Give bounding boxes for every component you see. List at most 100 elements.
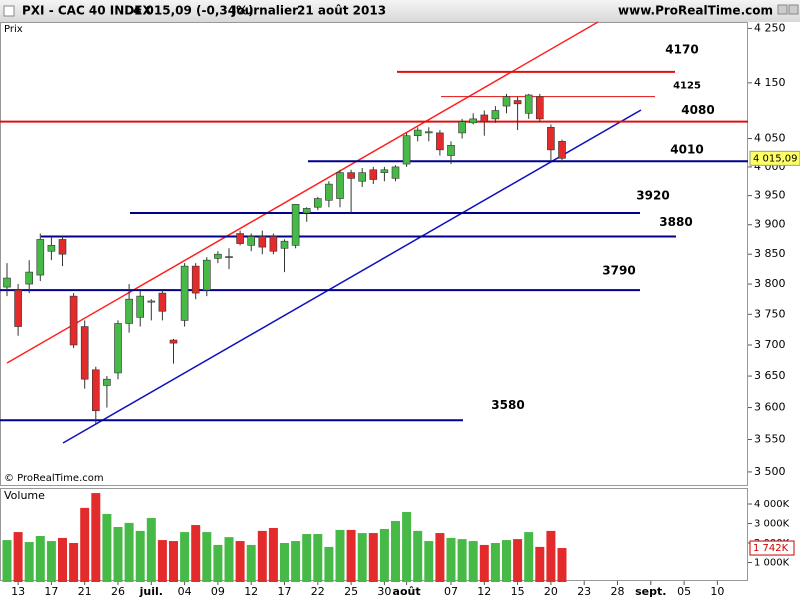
- price-panel: [0, 22, 748, 486]
- volume-bar: [313, 534, 323, 582]
- level-label: 4170: [665, 42, 698, 56]
- volume-bar: [113, 527, 123, 582]
- candle-body: [491, 110, 500, 120]
- x-tick-label: 21: [78, 585, 92, 598]
- x-tick-label: juil.: [139, 585, 163, 598]
- volume-bar: [335, 529, 345, 582]
- x-tick-label: 05: [677, 585, 691, 598]
- candle-body: [547, 126, 555, 151]
- candle-body: [269, 236, 278, 252]
- last-volume-tag: [749, 540, 795, 556]
- x-tick-label: 17: [278, 585, 292, 598]
- candle-body: [469, 118, 478, 124]
- candle-body: [413, 129, 422, 137]
- volume-bar: [468, 541, 478, 582]
- volume-bar: [257, 530, 267, 582]
- volume-bar: [91, 493, 101, 582]
- volume-bar: [58, 537, 67, 582]
- candle-body: [313, 198, 322, 208]
- candle-body: [558, 141, 566, 159]
- candle-body: [380, 169, 389, 173]
- volume-bar: [446, 537, 456, 582]
- volume-bar: [224, 537, 234, 582]
- level-label: 3580: [491, 398, 524, 412]
- volume-bar: [546, 530, 556, 582]
- candle-body: [69, 295, 78, 346]
- volume-tick-label: 3 000K: [754, 518, 790, 529]
- x-tick-label: 20: [544, 585, 558, 598]
- candle-body: [236, 233, 244, 244]
- volume-bar: [135, 530, 145, 582]
- level-label: 4080: [681, 103, 714, 117]
- volume-bar: [124, 522, 134, 582]
- x-tick-label: 30: [377, 585, 391, 598]
- trend-line-lower: [62, 109, 642, 444]
- volume-bar: [102, 513, 112, 582]
- candle-body: [169, 339, 178, 344]
- volume-bar: [457, 539, 467, 582]
- candle-body: [25, 271, 34, 285]
- candle-body: [502, 96, 511, 107]
- volume-tick-label: 1 000K: [754, 557, 790, 568]
- candle-body: [480, 114, 489, 122]
- candle-body: [424, 131, 433, 134]
- candle-body: [391, 166, 400, 179]
- y-tick-label: 4 250: [754, 21, 786, 34]
- y-tick-label: 3 700: [754, 338, 786, 351]
- y-tick-label: 4 150: [754, 76, 786, 89]
- y-tick-label: 3 800: [754, 277, 786, 290]
- level-label: 4010: [670, 143, 703, 157]
- candle-body: [436, 132, 444, 151]
- x-tick-label: 23: [577, 585, 591, 598]
- candle-body: [535, 96, 544, 120]
- last-volume-label: 1 742K: [753, 543, 789, 554]
- volume-bar: [69, 542, 79, 582]
- volume-bar: [280, 542, 289, 582]
- y-tick-label: 3 600: [754, 401, 786, 414]
- quote: 4 015,09 (-0,34%): [133, 4, 254, 18]
- x-tick-label: 09: [211, 585, 225, 598]
- volume-bar: [513, 539, 523, 582]
- minimize-button[interactable]: [777, 4, 788, 15]
- volume-bar: [435, 533, 445, 582]
- volume-bar: [2, 540, 12, 582]
- volume-bar: [169, 541, 178, 582]
- candle-body: [325, 183, 333, 201]
- volume-bar: [235, 541, 245, 582]
- level-label: 3790: [602, 264, 635, 278]
- trend-line-upper: [6, 21, 599, 364]
- candle-body: [203, 259, 211, 291]
- volume-bar: [424, 541, 434, 582]
- candle-body: [80, 326, 89, 380]
- volume-bar: [391, 520, 400, 582]
- y-tick-label: 3 650: [754, 369, 786, 382]
- candle-body: [36, 239, 45, 276]
- header-bar: [0, 0, 800, 22]
- candle-body: [291, 204, 300, 246]
- candle-body: [191, 265, 200, 294]
- x-tick-label: août: [393, 585, 421, 598]
- x-tick-label: 07: [444, 585, 458, 598]
- period: Journalier: [231, 4, 298, 18]
- y-tick-label: 3 550: [754, 433, 786, 446]
- last-price-label: 4 015,09: [753, 153, 798, 164]
- volume-bar: [146, 518, 156, 582]
- menu-icon[interactable]: [3, 5, 15, 17]
- candle-body: [358, 172, 367, 182]
- volume-bar: [24, 542, 34, 582]
- candle-body: [47, 245, 56, 252]
- volume-bar: [479, 544, 489, 582]
- volume-tick-label: 4 000K: [754, 499, 790, 510]
- volume-bar: [157, 540, 167, 582]
- price-panel-label: Prix: [4, 24, 23, 35]
- copyright: © ProRealTime.com: [4, 473, 104, 484]
- volume-bar: [80, 507, 90, 582]
- candle-body: [147, 300, 156, 303]
- candle-body: [447, 145, 455, 156]
- x-tick-label: 12: [244, 585, 258, 598]
- close-button[interactable]: [788, 4, 799, 15]
- level-label: 3880: [659, 215, 692, 229]
- candle-body: [125, 298, 133, 324]
- volume-bar: [502, 540, 511, 582]
